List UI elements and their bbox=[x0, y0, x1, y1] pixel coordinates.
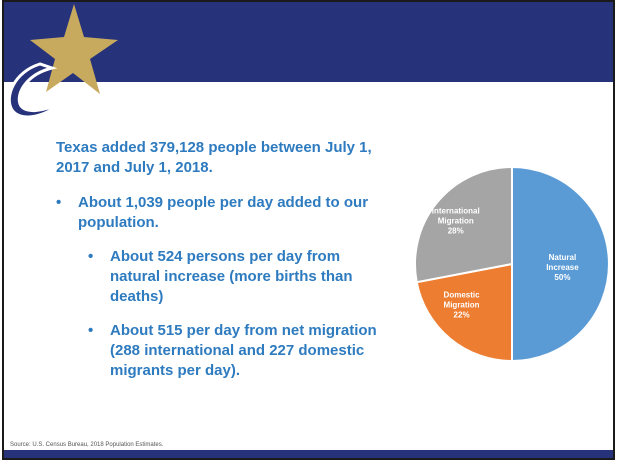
pie-slice-natural-increase bbox=[511, 165, 610, 363]
bullet-text: About 1,039 people per day added to our … bbox=[78, 194, 369, 231]
source-note: Source: U.S. Census Bureau, 2018 Populat… bbox=[10, 442, 164, 448]
bullet-item: • About 1,039 people per day added to ou… bbox=[56, 193, 386, 233]
sub-bullet-item: • About 524 persons per day from natural… bbox=[88, 247, 386, 307]
pie-slice-domestic-migration bbox=[415, 262, 513, 363]
pie-slice-international-migration bbox=[414, 165, 513, 284]
sub-bullet-item: • About 515 per day from net migration (… bbox=[88, 321, 386, 381]
pie-chart: Natural Increase 50% Domestic Migration 22% In… bbox=[414, 165, 610, 363]
pie-slice-label: International Migration 28% bbox=[432, 206, 480, 235]
headline: Texas added 379,128 people between July … bbox=[56, 139, 372, 176]
star-logo-icon bbox=[7, 4, 118, 119]
pie-slice-label: Natural Increase 50% bbox=[546, 253, 579, 282]
footer-band bbox=[4, 450, 613, 458]
bullet-text: About 524 persons per day from natural i… bbox=[110, 248, 353, 305]
bullet-icon: • bbox=[88, 248, 94, 265]
bullet-list: • About 1,039 people per day added to ou… bbox=[56, 193, 386, 381]
bullet-icon: • bbox=[88, 322, 94, 339]
slide: Texas added 379,128 people between July … bbox=[2, 0, 615, 460]
bullet-text: About 515 per day from net migration (28… bbox=[110, 322, 377, 379]
bullet-icon: • bbox=[56, 194, 62, 211]
pie-slice-label: Domestic Migration 22% bbox=[444, 291, 481, 320]
